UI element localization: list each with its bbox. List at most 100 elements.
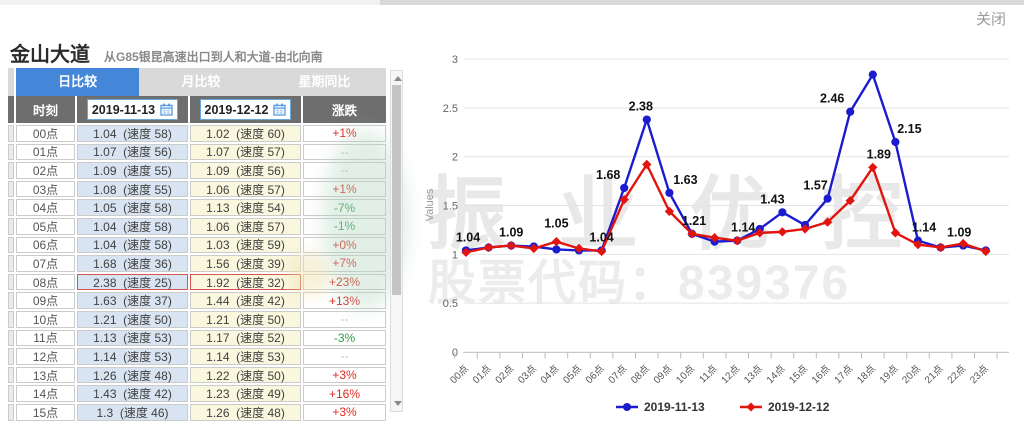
date1-value-cell: 1.04 (速度 58): [77, 236, 188, 254]
date1-value-cell: 1.13 (速度 53): [77, 329, 188, 347]
svg-text:2019-11-13: 2019-11-13: [644, 400, 705, 414]
x-axis-tick-label: 17点: [832, 363, 855, 386]
close-button[interactable]: 关闭: [975, 11, 1006, 28]
point-value-label: 1.04: [456, 230, 480, 244]
data-point: [935, 242, 946, 253]
change-cell: +1%: [303, 125, 386, 142]
date1-value-cell: 1.14 (速度 53): [77, 348, 188, 365]
date-picker-2[interactable]: 2019-12-12: [199, 99, 292, 120]
x-axis-tick-label: 11点: [697, 363, 720, 386]
x-axis-tick-label: 04点: [538, 363, 561, 386]
data-point: [732, 235, 742, 246]
table-header: 时刻 2019-11-13: [8, 96, 388, 123]
comparison-line-chart: 00.511.522.53Values00点01点02点03点04点05点06点…: [424, 54, 1009, 414]
point-value-label: 2.38: [629, 100, 653, 114]
row-edge-cell: [8, 310, 14, 328]
tab-month-compare[interactable]: 月比较: [139, 68, 263, 96]
tab-week-compare[interactable]: 星期同比: [262, 68, 386, 96]
comparison-table: 时刻 2019-11-13: [8, 96, 388, 421]
row-edge-cell: [8, 217, 14, 235]
x-axis-tick-label: 01点: [470, 363, 493, 386]
date1-value-cell: 1.08 (速度 55): [77, 180, 188, 198]
data-point: [845, 195, 855, 206]
data-point: [778, 208, 787, 217]
header-edge-cell: [8, 96, 14, 123]
time-cell: 04点: [16, 199, 75, 216]
y-axis-title: Values: [424, 188, 436, 221]
x-axis-tick-label: 21点: [922, 363, 945, 386]
change-cell: +1%: [303, 180, 386, 198]
scroll-up-arrow-icon[interactable]: [394, 76, 402, 81]
date-picker-1[interactable]: 2019-11-13: [86, 99, 179, 120]
horizontal-scrollbar-thumb[interactable]: [380, 0, 1024, 5]
date-picker-2-value: 2019-12-12: [204, 102, 269, 117]
y-axis-tick-label: 3: [452, 54, 458, 66]
x-axis-tick-label: 00点: [448, 363, 471, 386]
x-axis-tick-label: 15点: [787, 363, 810, 386]
data-point: [483, 242, 494, 253]
time-cell: 07点: [16, 255, 75, 272]
legend-item-2019-12-12[interactable]: 2019-12-12: [740, 400, 830, 414]
date2-value-cell: 1.22 (速度 50): [190, 366, 301, 384]
vertical-scrollbar-thumb[interactable]: [392, 85, 401, 295]
date1-value-cell: 1.26 (速度 48): [77, 366, 188, 384]
date2-value-cell: 1.07 (速度 57): [190, 143, 301, 161]
x-axis-tick-label: 13点: [741, 363, 764, 386]
time-cell: 10点: [16, 310, 75, 328]
tab-day-compare[interactable]: 日比较: [16, 68, 140, 96]
legend-item-2019-11-13[interactable]: 2019-11-13: [616, 400, 705, 414]
legend: 2019-11-13 2019-12-12: [616, 400, 830, 414]
x-axis-tick-label: 07点: [606, 363, 629, 386]
data-point: [800, 224, 810, 234]
data-point: [868, 70, 877, 79]
date1-value-cell: 1.09 (速度 55): [77, 162, 188, 179]
vertical-scrollbar[interactable]: [390, 70, 403, 412]
date1-value-cell: 1.04 (速度 58): [77, 217, 188, 235]
grid: 00.511.522.53: [443, 54, 1009, 359]
point-value-label: 1.57: [803, 179, 827, 193]
scroll-down-arrow-icon[interactable]: [394, 401, 402, 406]
x-axis-tick-label: 16点: [809, 363, 832, 386]
change-cell: -3%: [303, 329, 386, 347]
date2-value-cell: 1.21 (速度 50): [190, 310, 301, 328]
data-point: [891, 137, 900, 147]
x-axis-tick-label: 09点: [651, 363, 674, 386]
header-time: 时刻: [16, 96, 75, 123]
x-axis-tick-label: 12点: [719, 363, 742, 386]
date2-value-cell: 1.06 (速度 57): [190, 180, 301, 198]
point-value-label: 1.21: [682, 214, 706, 228]
data-point: [574, 243, 584, 254]
data-point: [981, 246, 991, 257]
page-title: 金山大道: [10, 44, 90, 66]
date1-value-cell: 1.63 (速度 37): [77, 292, 188, 309]
chart-area: 振业优控 股票代码：839376 00.511.522.53Values00点0…: [420, 0, 1024, 446]
point-value-label: 1.04: [589, 230, 613, 244]
date2-value-cell: 1.14 (速度 53): [190, 348, 301, 365]
point-value-label: 1.68: [596, 168, 620, 182]
change-cell: --: [303, 310, 386, 328]
date2-value-cell: 1.56 (速度 39): [190, 255, 301, 272]
data-point: [665, 188, 674, 197]
page-subtitle: 从G85银昆高速出口到人和大道-由北向南: [104, 50, 323, 64]
point-value-label: 1.63: [673, 173, 697, 187]
time-cell: 09点: [16, 292, 75, 309]
row-edge-cell: [8, 292, 14, 309]
time-cell: 13点: [16, 366, 75, 384]
tab-bar: 日比较 月比较 星期同比: [8, 68, 386, 96]
date1-value-cell: 1.21 (速度 50): [77, 310, 188, 328]
y-axis-tick-label: 1.5: [443, 200, 458, 212]
data-point: [958, 238, 968, 249]
date2-value-cell: 1.13 (速度 54): [190, 199, 301, 216]
point-value-label: 1.05: [544, 216, 568, 230]
point-value-label: 2.46: [820, 92, 844, 106]
horizontal-scrollbar[interactable]: [0, 0, 1024, 5]
date2-value-cell: 1.03 (速度 59): [190, 236, 301, 254]
row-edge-cell: [8, 143, 14, 161]
row-edge-cell: [8, 236, 14, 254]
time-cell: 02点: [16, 162, 75, 179]
row-edge-cell: [8, 348, 14, 365]
y-axis-tick-label: 0.5: [443, 298, 458, 310]
header-change: 涨跌: [303, 96, 386, 123]
data-point: [551, 236, 562, 247]
header-date2: 2019-12-12: [190, 96, 301, 123]
